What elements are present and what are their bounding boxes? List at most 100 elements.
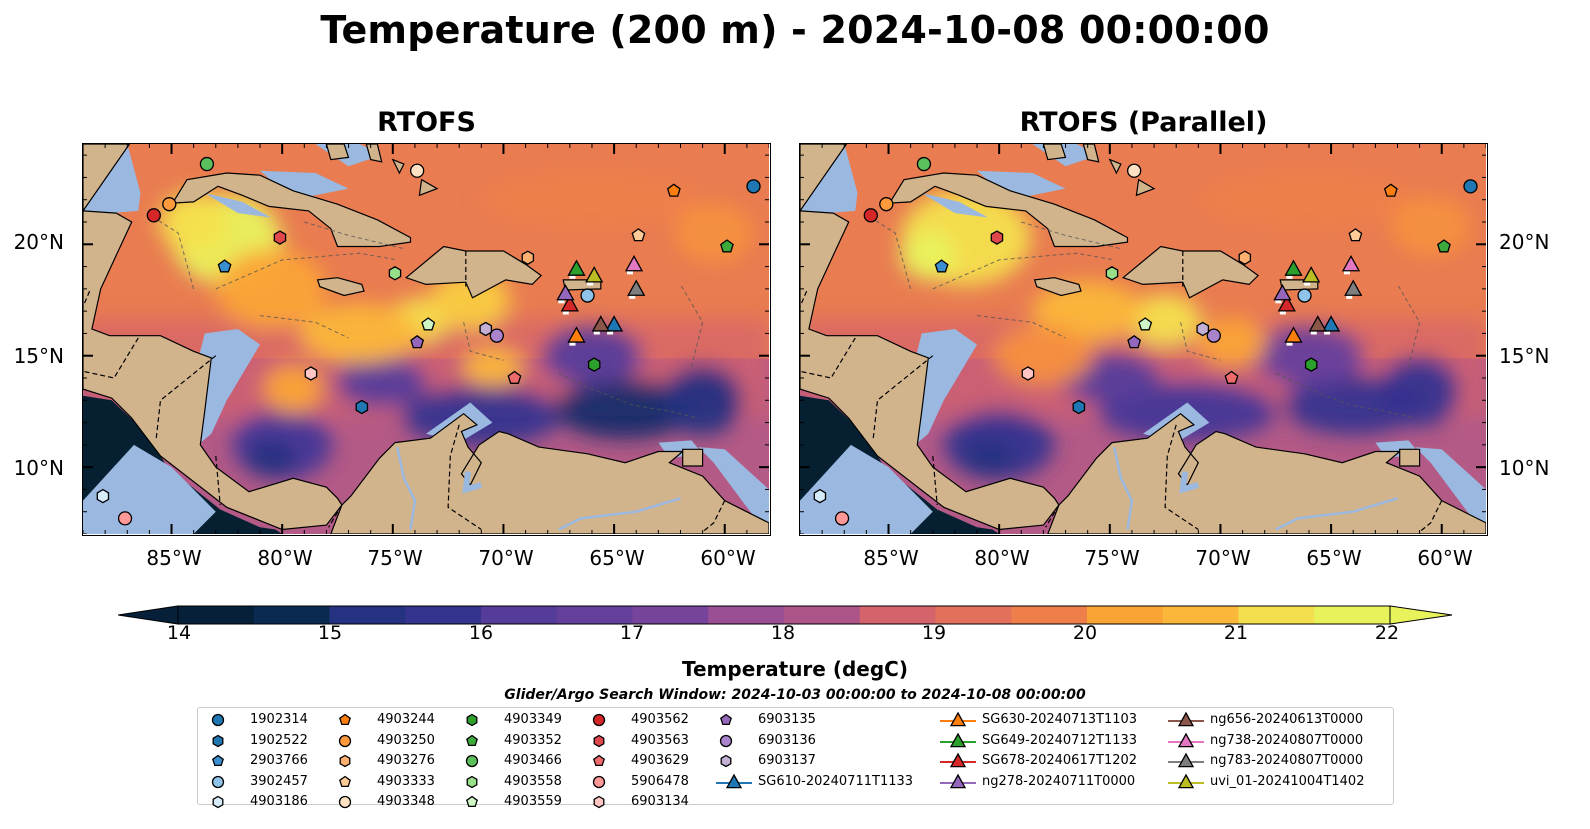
isobath-1000m [870,217,912,290]
argo-float-4903558 [1105,266,1119,281]
legend-marker-pentagon-icon [466,734,478,746]
colorbar [117,605,1454,629]
argo-float-4903276 [1238,250,1252,265]
legend-label: 4903563 [631,732,689,748]
warm-anomaly [1198,171,1419,228]
legend-marker-4903186 [212,795,224,809]
country-border [932,455,938,506]
land-cuba [171,172,412,248]
isobath-1000m [1275,373,1416,419]
legend-marker-4903244 [339,713,351,726]
legend-label: ng783-20240807T0000 [1210,753,1364,768]
colorbar-tick-18: 18 [770,622,796,644]
cool-anomaly [662,365,743,436]
lake-maracaibo [462,471,483,494]
legend-marker-ng278-20240711T0000 [949,773,967,788]
isobath-1000m [304,221,405,250]
glider-ng783-20240807T0000 [1344,279,1363,296]
legend-marker-6903137 [720,754,732,768]
legend-marker-4903563 [593,734,605,747]
legend-label: 6903134 [631,794,689,809]
legend-marker-2903766 [212,754,224,767]
lon-tick-70w-p1: 70°W [478,546,534,570]
warm-anomaly [299,303,420,364]
land-trinidad [1399,448,1421,467]
land-yucatanCoastFill [800,144,848,212]
glider-SG649-20240712T1133 [1284,259,1303,276]
glider-track [1324,329,1331,335]
legend-marker-hexagon-icon [339,754,351,768]
land-bahamas3 [1135,178,1156,197]
country-border [1045,504,1060,528]
country-border [872,355,934,441]
country-border [155,355,217,441]
colorbar-segment [935,606,1012,624]
legend-marker-4903333 [339,775,351,787]
glider-SG610-20240711T1133 [1321,315,1341,332]
glider-ng278-20240711T0000 [556,283,575,301]
isobath-1000m [463,322,504,361]
country-border [1419,500,1443,533]
legend-marker-circle-icon [592,713,606,727]
glider-track [558,298,565,304]
land-centralAmerica [800,144,1060,531]
legend-label: SG630-20240713T1103 [982,712,1138,727]
warm-anomaly [481,171,702,228]
legend-label: 4903186 [250,794,308,809]
legend-label: 2903766 [250,753,308,768]
lat-tick-15n-right: 15°N [1499,344,1550,368]
map-panel-rtofs [82,143,771,536]
lon-tick-65w-p2: 65°W [1306,546,1362,570]
warm-anomaly [1390,196,1471,257]
colorbar-segment [1314,606,1391,624]
legend-marker-hexagon-icon [212,734,224,747]
legend-marker-4903559 [466,795,478,808]
legend-marker-4903349 [466,713,478,727]
lon-tick-70w-p2: 70°W [1195,546,1251,570]
argo-float-4903276 [521,250,535,265]
colorbar-segment [329,606,406,624]
legend-marker-4903466 [465,754,479,768]
legend-marker-ng656-20240613T0000 [1177,711,1195,727]
land-trinidad [682,448,704,467]
legend-label: 4903250 [377,732,435,748]
river [558,497,681,531]
colorbar-label: Temperature (degC) [682,657,908,681]
legend-label: SG649-20240712T1133 [982,732,1138,748]
legend-marker-SG630-20240713T1103 [949,711,967,727]
argo-float-4903348 [409,163,425,178]
argo-float-4903348 [1126,163,1142,178]
lon-tick-80w-p2: 80°W [974,546,1030,570]
legend-label: ng738-20240807T0000 [1210,732,1364,748]
legend-marker-pentagon-icon [720,713,732,726]
colorbar-tick-15: 15 [317,622,343,644]
shelf-area [204,193,272,218]
legend-label: ng656-20240613T0000 [1210,712,1364,727]
land-centralAmerica [83,144,343,531]
legend: 1902314 1902522 2903766 3902457 4903186 49032… [197,707,1394,809]
colorbar-segment [1238,606,1315,624]
land-jamaica [316,277,365,297]
lat-tick-20n-left: 20°N [13,230,64,254]
legend-label: 1902522 [250,732,308,748]
lat-tick-10n-right: 10°N [1499,456,1550,480]
shelf-area [260,170,349,200]
lon-tick-80w-p1: 80°W [257,546,313,570]
land-hispaniola [404,245,543,299]
isobath-1000m [976,315,1066,339]
legend-marker-hexagon-icon [466,713,478,727]
lat-tick-10n-left: 10°N [13,456,64,480]
legend-marker-triangle-icon [940,773,976,788]
argo-float-4903559 [421,317,436,331]
warm-anomaly [673,203,754,264]
land-bahamas1 [1042,144,1067,161]
argo-float-2903766 [217,259,232,273]
legend-marker-1902314 [211,713,225,727]
argo-float-6903134 [304,366,318,381]
land-bahamas4 [391,158,405,175]
shelf-area [977,170,1066,200]
lon-tick-75w-p2: 75°W [1084,546,1140,570]
lat-tick-20n-right: 20°N [1499,230,1550,254]
glider-SG678-20240617T1202 [1277,295,1296,312]
legend-marker-triangle-icon [940,752,976,768]
